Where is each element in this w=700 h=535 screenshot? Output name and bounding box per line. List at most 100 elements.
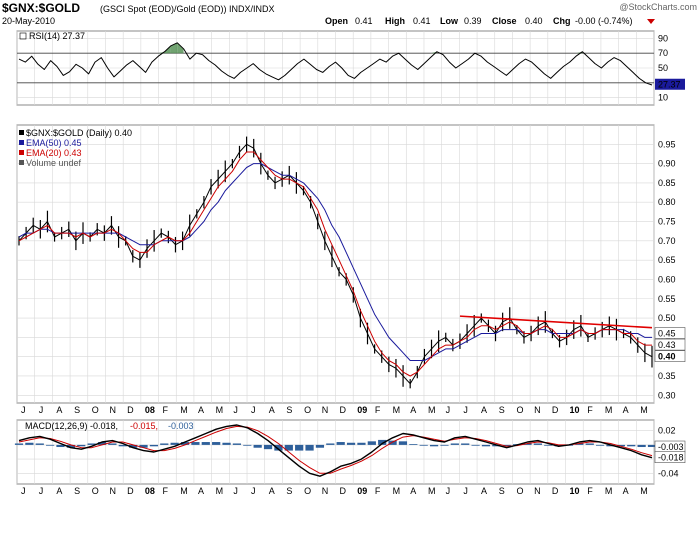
rsi-line <box>18 42 653 86</box>
price-tick-label: 0.30 <box>658 390 676 400</box>
legend-entry: $GNX:$GOLD (Daily) 0.40 <box>26 128 132 138</box>
rsi-tick-label: 10 <box>658 93 668 103</box>
rsi-tick-label: 90 <box>658 33 668 43</box>
x-axis-label: D <box>552 405 559 415</box>
macd-x-axis-label: F <box>375 486 381 496</box>
legend-entry: EMA(50) 0.45 <box>26 138 82 148</box>
down-arrow-icon <box>647 19 655 24</box>
macd-legend-entry: -0.003 <box>168 421 194 431</box>
legend-entry: Volume undef <box>26 158 82 168</box>
macd-histogram-bar <box>419 444 428 446</box>
legend-swatch <box>19 140 24 145</box>
macd-histogram-bar <box>596 444 605 446</box>
x-axis-label: M <box>180 405 188 415</box>
macd-tick-label: 0.02 <box>658 426 676 436</box>
macd-histogram-bar <box>398 441 408 445</box>
x-axis-label: D <box>340 405 347 415</box>
low-value: 0.39 <box>464 16 482 26</box>
macd-x-axis-label: F <box>163 486 169 496</box>
macd-histogram-bar <box>201 442 210 445</box>
macd-x-axis-label: M <box>180 486 188 496</box>
macd-histogram-bar <box>222 442 231 445</box>
macd-histogram-bar <box>502 444 511 447</box>
macd-histogram-bar <box>295 444 304 451</box>
macd-x-axis-label: N <box>322 486 329 496</box>
rsi-title: RSI(14) 27.37 <box>29 31 85 41</box>
macd-x-axis-label: D <box>340 486 347 496</box>
resistance-trendline <box>459 315 653 329</box>
macd-x-axis-label: J <box>233 486 238 496</box>
macd-histogram-bar <box>461 443 470 445</box>
macd-x-axis-label: A <box>481 486 487 496</box>
x-axis-label: S <box>286 405 292 415</box>
price-last-value-box <box>654 350 686 362</box>
x-axis-label: F <box>163 405 169 415</box>
macd-tick-label: -0.04 <box>658 468 679 478</box>
macd-histogram-bar <box>191 442 200 445</box>
x-axis-label: A <box>198 405 204 415</box>
price-tick-label: 0.50 <box>658 313 676 323</box>
macd-histogram-bar <box>471 444 480 446</box>
open-label: Open <box>325 16 348 26</box>
x-axis-label: S <box>74 405 80 415</box>
macd-histogram-bar <box>129 444 138 448</box>
macd-histogram-bar <box>212 442 221 445</box>
x-axis-label: M <box>428 405 436 415</box>
macd-histogram-bar <box>232 443 242 445</box>
price-tick-label: 0.85 <box>658 178 676 188</box>
price-last-value: 0.40 <box>658 352 676 362</box>
macd-x-axis-label: N <box>109 486 116 496</box>
x-axis-label: J <box>463 405 468 415</box>
macd-histogram-bar <box>388 440 397 445</box>
macd-histogram-bar <box>87 443 96 445</box>
macd-x-axis-label: F <box>587 486 593 496</box>
macd-histogram-bar <box>139 444 148 448</box>
macd-x-axis-label: A <box>269 486 275 496</box>
x-axis-label: A <box>56 405 62 415</box>
legend-swatch <box>19 160 24 165</box>
macd-histogram-bar <box>77 444 86 447</box>
macd-histogram-bar <box>523 443 532 445</box>
macd-histogram-bar <box>409 444 418 445</box>
macd-histogram-bar <box>326 443 335 445</box>
macd-x-axis-label: M <box>428 486 436 496</box>
x-axis-label: A <box>623 405 629 415</box>
x-axis-label: 08 <box>145 405 155 415</box>
macd-histogram-bar <box>274 444 283 451</box>
macd-x-axis-label: A <box>623 486 629 496</box>
macd-last-value-box <box>654 451 686 463</box>
macd-x-axis-label: J <box>39 486 44 496</box>
macd-histogram-bar <box>440 444 449 446</box>
x-axis-label: N <box>109 405 116 415</box>
macd-x-axis-label: 08 <box>145 486 155 496</box>
x-axis-label: A <box>481 405 487 415</box>
x-axis-label: O <box>304 405 311 415</box>
macd-x-axis-label: O <box>92 486 99 496</box>
chart-date: 20-May-2010 <box>2 16 55 26</box>
close-label: Close <box>492 16 517 26</box>
close-value: 0.40 <box>525 16 543 26</box>
price-tick-label: 0.70 <box>658 236 676 246</box>
macd-histogram-bar <box>97 442 107 445</box>
macd-histogram-bar <box>243 444 252 446</box>
macd-histogram-bar <box>315 444 325 448</box>
macd-histogram-bar <box>253 444 262 448</box>
price-tick-label: 0.65 <box>658 255 676 265</box>
macd-histogram-bar <box>149 444 159 447</box>
macd-histogram-bar <box>14 443 24 445</box>
macd-histogram-bar <box>533 443 542 445</box>
x-axis-label: O <box>92 405 99 415</box>
macd-x-axis-label: N <box>534 486 541 496</box>
macd-histogram-bar <box>263 444 273 450</box>
x-axis-label: J <box>446 405 451 415</box>
x-axis-label: S <box>499 405 505 415</box>
price-tick-label: 0.90 <box>658 159 676 169</box>
macd-histogram-bar <box>481 444 491 447</box>
x-axis-label: F <box>587 405 593 415</box>
macd-x-axis-label: M <box>605 486 613 496</box>
rsi-tick-label: 70 <box>658 48 668 58</box>
